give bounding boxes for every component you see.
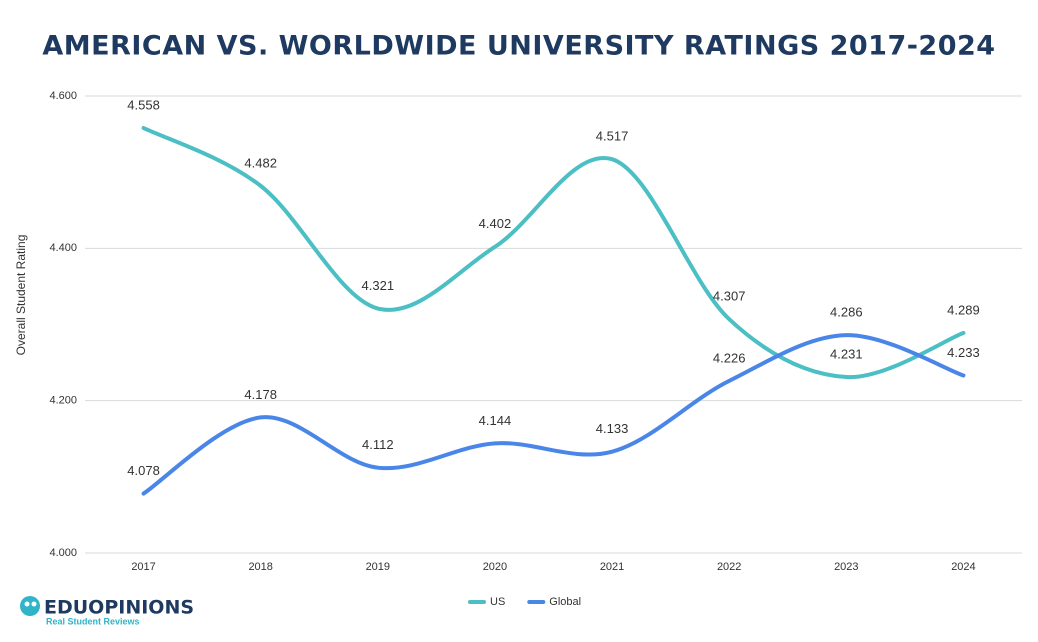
legend-label: Global xyxy=(549,596,581,608)
y-tick-label: 4.400 xyxy=(49,242,77,254)
data-label: 4.226 xyxy=(713,350,746,365)
y-tick-label: 4.200 xyxy=(49,395,77,407)
y-axis-label: Overall Student Rating xyxy=(14,235,28,356)
data-label: 4.231 xyxy=(830,346,863,361)
x-tick-label: 2021 xyxy=(600,561,624,573)
data-label: 4.178 xyxy=(244,387,277,402)
logo-name: EDUOPINIONS xyxy=(44,597,194,619)
data-label: 4.144 xyxy=(479,413,512,428)
data-label: 4.307 xyxy=(713,289,746,304)
x-tick-label: 2024 xyxy=(951,561,975,573)
logo-tagline: Real Student Reviews xyxy=(46,616,140,626)
legend-label: US xyxy=(490,596,505,608)
data-label: 4.133 xyxy=(596,421,629,436)
data-label: 4.289 xyxy=(947,302,980,317)
logo-icon-dot xyxy=(24,601,30,607)
data-label: 4.112 xyxy=(362,437,394,452)
data-label: 4.558 xyxy=(127,97,160,112)
data-label: 4.517 xyxy=(596,129,629,144)
data-label: 4.482 xyxy=(244,155,277,170)
data-label: 4.078 xyxy=(127,463,160,478)
chart-title: AMERICAN VS. WORLDWIDE UNIVERSITY RATING… xyxy=(42,31,995,62)
y-tick-label: 4.000 xyxy=(49,547,77,559)
data-label: 4.321 xyxy=(362,278,395,293)
y-tick-label: 4.600 xyxy=(49,90,77,102)
line xyxy=(141,125,966,380)
x-tick-label: 2020 xyxy=(483,561,507,573)
data-label: 4.402 xyxy=(479,216,512,231)
logo-icon-dot xyxy=(31,601,37,607)
x-tick-label: 2023 xyxy=(834,561,858,573)
x-tick-label: 2022 xyxy=(717,561,741,573)
x-tick-label: 2019 xyxy=(366,561,390,573)
logo: EDUOPINIONS Real Student Reviews xyxy=(20,596,194,626)
data-label: 4.286 xyxy=(830,305,863,320)
line xyxy=(141,333,966,496)
x-tick-label: 2017 xyxy=(131,561,155,573)
logo-icon xyxy=(20,596,40,616)
x-tick-label: 2018 xyxy=(248,561,272,573)
data-label: 4.233 xyxy=(947,345,980,360)
